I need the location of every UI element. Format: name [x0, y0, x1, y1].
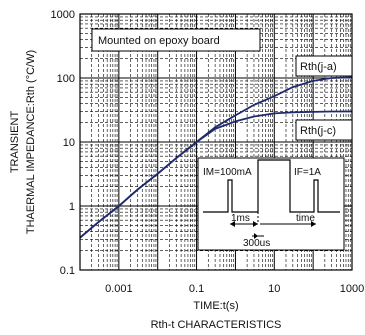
- chart-title: Rth-t CHARACTERISTICS: [151, 319, 282, 331]
- inset-box: [197, 157, 345, 251]
- inset-pulse-trace: [203, 159, 340, 213]
- inset-1ms-label: 1ms: [231, 213, 250, 224]
- y-axis-label-line2: THAERMAL IMPEDANCE:Rth (°C/W): [25, 50, 37, 234]
- x-tick-label: 10: [268, 283, 280, 295]
- inset-300us-arrowhead: [254, 233, 258, 239]
- inset-im-label: IM=100mA: [203, 167, 252, 178]
- inset-1ms-arrowhead-left: [230, 221, 235, 227]
- x-tick-label: 0.001: [105, 283, 133, 295]
- tick-labels: 0.001 0.1 10 1000 1000 100 10 1 0.1: [51, 9, 365, 295]
- x-axis-label: TIME:t(s): [193, 300, 238, 312]
- legend-rth-ja-box: [295, 55, 353, 77]
- annotation-text: Mounted on epoxy board: [98, 35, 220, 47]
- annotation-box: [91, 28, 261, 52]
- inset-if-label: IF=1A: [294, 167, 321, 178]
- inset-waveform: IM=100mA IF=1A 1ms time 300us: [197, 157, 345, 251]
- y-tick-label: 10: [63, 137, 75, 149]
- legend-rth-jc: Rth(j-c): [300, 125, 336, 137]
- inset-300us-label: 300us: [243, 238, 270, 249]
- y-tick-label: 1000: [51, 9, 75, 21]
- series-line-rth-jc: [79, 110, 352, 239]
- plot-frame: [79, 13, 353, 271]
- y-tick-label: 1: [69, 201, 75, 213]
- y-tick-label: 0.1: [60, 265, 75, 277]
- y-axis-label-line1: TRANSIENT: [9, 111, 21, 174]
- series-lines: [79, 76, 353, 239]
- inset-time-label: time: [296, 213, 315, 224]
- x-tick-label: 0.1: [189, 283, 204, 295]
- x-tick-label: 1000: [340, 283, 364, 295]
- inset-time-arrowhead: [311, 221, 316, 227]
- legend-rth-ja: Rth(j-a): [300, 61, 337, 73]
- legend-rth-jc-box: [295, 119, 353, 141]
- inset-1ms-arrowhead-right: [253, 221, 258, 227]
- y-tick-label: 100: [57, 73, 75, 85]
